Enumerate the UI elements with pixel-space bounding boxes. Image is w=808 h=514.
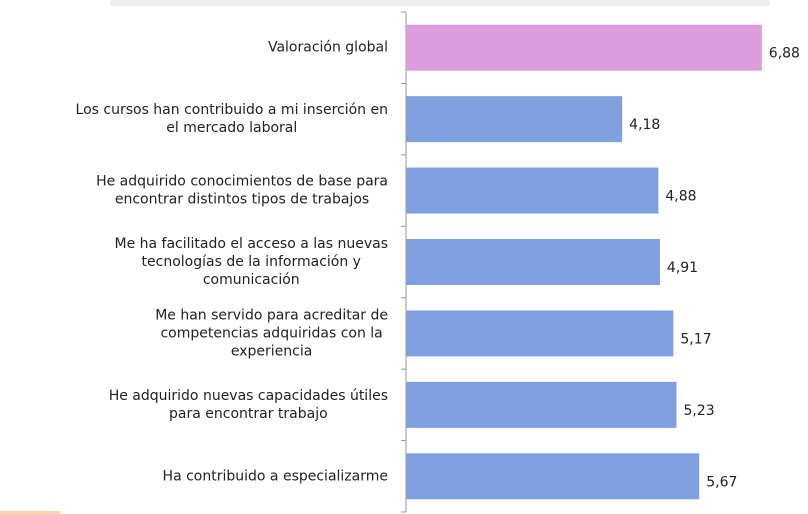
bar — [406, 239, 660, 285]
value-label: 5,67 — [706, 474, 737, 490]
category-label: He adquirido nuevas capacidades útiles pa… — [109, 388, 388, 422]
label-line: Los cursos han contribuido a mi inserció… — [76, 102, 388, 118]
value-label: 5,23 — [683, 403, 714, 419]
category-label: Me ha facilitado el acceso a las nuevas t… — [115, 236, 389, 288]
category-label: Me han servido para acreditar de competen… — [155, 307, 388, 359]
bottom-accent — [0, 511, 60, 514]
label-line: He adquirido conocimientos de base para — [96, 174, 388, 190]
label-line: el mercado laboral — [166, 120, 297, 136]
label-line: Me han servido para acreditar de — [155, 307, 388, 323]
label-line: Ha contribuido a especializarme — [163, 468, 388, 484]
label-line: Valoración global — [268, 40, 388, 56]
category-label: He adquirido conocimientos de base para e… — [96, 174, 388, 208]
bar — [406, 381, 677, 428]
label-line: Me ha facilitado el acceso a las nuevas — [115, 236, 389, 252]
top-band — [110, 0, 770, 6]
value-label: 6,88 — [769, 46, 800, 62]
bar — [406, 96, 623, 143]
label-line: encontrar distintos tipos de trabajos — [115, 192, 369, 208]
category-label: Los cursos han contribuido a mi inserció… — [76, 102, 388, 136]
value-label: 4,88 — [665, 189, 696, 205]
bar — [406, 167, 659, 214]
label-line: comunicación — [203, 272, 300, 288]
label-line: para encontrar trabajo — [169, 406, 328, 422]
label-line: He adquirido nuevas capacidades útiles — [109, 388, 388, 404]
value-label: 4,91 — [667, 260, 698, 276]
bar — [406, 453, 700, 500]
bar — [406, 24, 762, 71]
value-label: 5,17 — [680, 331, 711, 347]
label-line: experiencia — [231, 343, 312, 359]
label-line: competencias adquiridas con la — [160, 325, 382, 341]
category-label: Valoración global — [268, 40, 388, 56]
bar — [406, 310, 674, 357]
label-line: tecnologías de la información y — [142, 254, 361, 270]
category-label: Ha contribuido a especializarme — [163, 468, 388, 484]
value-label: 4,18 — [629, 117, 660, 133]
